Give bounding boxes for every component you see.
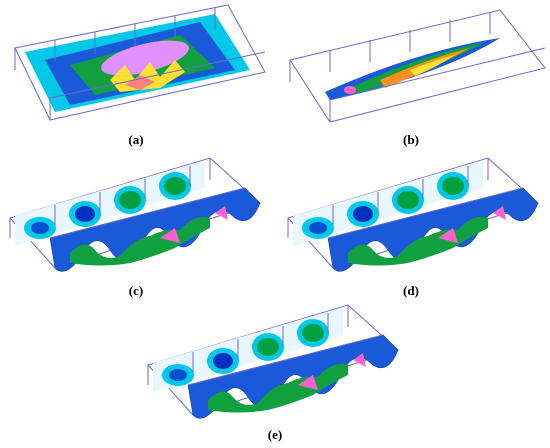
panel-label: (a) (128, 132, 143, 147)
panel-b (289, 9, 546, 123)
panel-label: (e) (268, 427, 282, 442)
panel-e (147, 304, 399, 419)
panel-label: (d) (403, 283, 419, 298)
panel-a (14, 4, 266, 121)
panel-label: (b) (403, 132, 419, 147)
panel-label: (c) (129, 283, 143, 298)
panel-d (287, 157, 539, 272)
panel-c (9, 157, 261, 272)
